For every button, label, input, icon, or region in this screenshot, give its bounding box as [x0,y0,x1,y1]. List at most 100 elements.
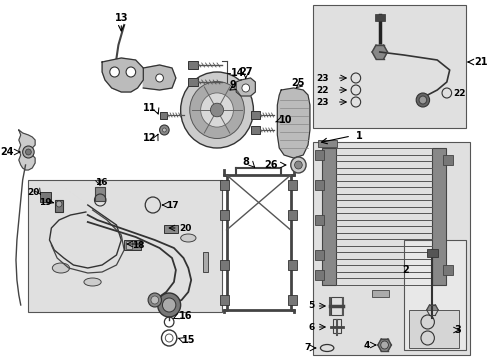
Bar [314,150,324,160]
Text: 25: 25 [291,78,305,88]
Bar [314,270,324,280]
Circle shape [180,72,253,148]
Circle shape [415,93,429,107]
Circle shape [242,84,249,92]
Bar [314,250,324,260]
Bar [220,180,229,190]
Bar [287,260,297,270]
Bar [124,240,141,250]
Ellipse shape [52,263,69,273]
Text: 13: 13 [114,13,128,23]
Text: 14: 14 [231,68,244,78]
Text: 15: 15 [181,335,195,345]
Text: 1: 1 [355,131,362,141]
Circle shape [110,67,119,77]
Text: 4: 4 [363,341,369,350]
Bar [220,210,229,220]
Bar [426,249,437,257]
Polygon shape [371,45,386,59]
Text: 16: 16 [179,311,192,321]
Bar [164,225,178,233]
Bar [403,240,465,350]
Bar [314,215,324,225]
Bar [220,260,229,270]
Text: 26: 26 [264,160,277,170]
Bar [55,200,63,212]
Bar [330,297,342,315]
Bar [407,310,458,348]
Circle shape [290,157,305,173]
Circle shape [148,293,161,307]
Text: 24: 24 [0,147,14,157]
Bar [159,112,167,119]
Text: 6: 6 [308,323,314,332]
Bar [442,265,451,275]
Circle shape [22,146,34,158]
Text: 12: 12 [143,133,156,143]
Bar [287,180,297,190]
Text: 19: 19 [39,198,51,207]
Circle shape [157,293,180,317]
Polygon shape [236,78,255,96]
Text: 8: 8 [242,157,249,167]
Circle shape [162,128,166,132]
Text: 7: 7 [304,343,310,352]
Circle shape [294,161,302,169]
Circle shape [162,298,176,312]
Text: 2: 2 [402,265,408,275]
Circle shape [418,96,426,104]
Circle shape [159,125,169,135]
Bar [28,180,222,312]
Bar [202,252,208,272]
Text: 3: 3 [453,325,460,335]
Text: 10: 10 [279,115,292,125]
Circle shape [56,201,62,207]
Polygon shape [143,65,176,90]
Text: 11: 11 [143,103,156,113]
Circle shape [380,341,387,349]
Circle shape [189,81,244,139]
Bar [374,14,384,21]
Bar [250,126,260,134]
Text: 18: 18 [131,240,144,249]
Text: 23: 23 [316,73,328,82]
Polygon shape [426,305,437,315]
Text: 22: 22 [452,89,465,98]
Bar [250,111,260,119]
Text: 5: 5 [308,302,314,310]
Bar [314,180,324,190]
Bar [220,295,229,305]
Circle shape [200,93,233,127]
Polygon shape [277,88,309,158]
Bar [95,187,105,201]
Polygon shape [377,339,390,351]
Circle shape [156,74,163,82]
Text: 9: 9 [229,80,236,90]
Bar [442,155,451,165]
Bar [317,140,336,147]
Bar [287,210,297,220]
Text: 20: 20 [27,188,40,197]
Bar [312,142,469,355]
Circle shape [210,103,223,117]
Bar [188,61,198,69]
Bar [312,5,465,128]
Bar [431,148,445,285]
Circle shape [25,149,31,155]
Circle shape [151,296,158,304]
Text: 23: 23 [316,98,328,107]
Bar [371,290,388,297]
Bar [322,148,335,285]
Circle shape [126,67,135,77]
Bar [332,319,340,333]
Text: 22: 22 [316,86,328,95]
Bar [40,192,51,202]
Text: 17: 17 [166,201,179,210]
Ellipse shape [84,278,101,286]
Text: 27: 27 [239,67,252,77]
Bar [126,241,132,249]
Text: 21: 21 [474,57,487,67]
Polygon shape [19,130,35,170]
Text: 16: 16 [95,177,108,186]
Bar [287,295,297,305]
